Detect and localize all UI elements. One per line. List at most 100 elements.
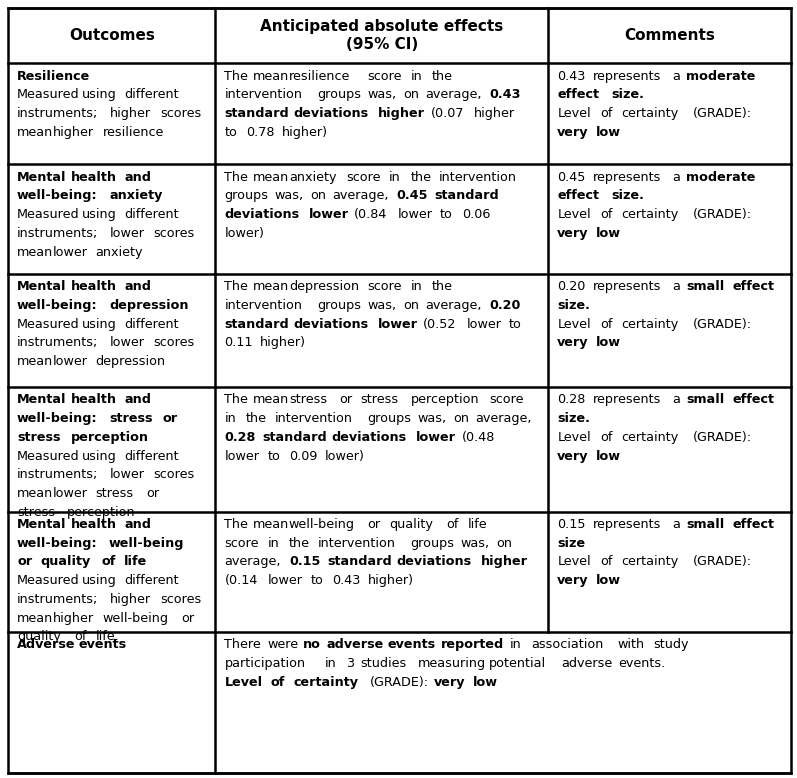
Text: size.: size. [557,412,590,425]
Text: effect: effect [557,89,599,101]
Text: lower: lower [110,468,145,482]
Text: stress: stress [289,394,327,406]
Text: using: using [81,89,116,101]
Text: Measured: Measured [17,89,80,101]
Text: The: The [225,170,249,184]
Text: lower: lower [53,487,88,500]
Text: 0.43: 0.43 [489,89,520,101]
Text: of: of [600,555,613,569]
Text: lower): lower) [225,227,265,240]
Text: lower: lower [110,227,145,240]
Text: was,: was, [461,537,489,550]
Text: on: on [403,299,419,312]
Text: intervention: intervention [439,170,517,184]
Text: 0.11: 0.11 [225,336,253,349]
Text: effect: effect [732,280,774,293]
Text: life.: life. [96,630,120,643]
Text: health: health [71,280,116,293]
Text: mean: mean [17,126,53,139]
Text: to: to [310,574,324,587]
Text: moderate: moderate [686,170,756,184]
Text: The: The [225,280,249,293]
Text: small: small [686,394,724,406]
Text: lower: lower [416,431,456,443]
Text: of: of [74,630,87,643]
Text: in: in [389,170,401,184]
Text: or: or [339,394,352,406]
Text: represents: represents [593,280,662,293]
Text: different: different [124,450,179,463]
Text: (GRADE):: (GRADE): [693,555,752,569]
Text: perception: perception [410,394,479,406]
Text: on: on [497,537,512,550]
Text: (GRADE):: (GRADE): [693,431,752,443]
Text: of: of [101,555,116,569]
Text: in: in [268,537,279,550]
Text: (0.14: (0.14 [225,574,258,587]
Text: average,: average, [332,189,388,202]
Text: measuring: measuring [418,657,486,670]
Text: instruments;: instruments; [17,593,98,606]
Text: (0.84: (0.84 [355,209,387,221]
Text: and: and [124,518,151,531]
Text: very: very [557,126,589,139]
Text: to: to [268,450,281,463]
Text: mean: mean [17,355,53,368]
Text: adverse: adverse [326,638,383,651]
Text: lower: lower [53,246,88,259]
Text: participation: participation [225,657,305,670]
Text: mean: mean [17,487,53,500]
Text: size: size [557,537,585,550]
Text: low: low [595,336,621,349]
Text: (GRADE):: (GRADE): [693,209,752,221]
Text: quality: quality [40,555,90,569]
Text: 0.15: 0.15 [557,518,586,531]
Text: to: to [509,317,522,331]
Text: events: events [78,638,127,651]
Text: lower: lower [225,450,260,463]
Text: Comments: Comments [624,28,715,43]
Text: life: life [124,555,147,569]
Text: and: and [124,170,151,184]
Text: the: the [432,280,453,293]
Text: low: low [595,450,621,463]
Text: was,: was, [367,299,397,312]
Text: mean: mean [253,518,289,531]
Text: to: to [440,209,453,221]
Text: resilience: resilience [289,70,350,82]
Text: adverse: adverse [561,657,612,670]
Text: mean: mean [253,394,289,406]
Text: certainty: certainty [293,675,359,689]
Text: resilience: resilience [103,126,164,139]
Text: effect: effect [557,189,599,202]
Text: (0.07: (0.07 [431,107,465,121]
Text: the: the [246,412,267,425]
Text: using: using [81,574,116,587]
Text: size.: size. [557,299,590,312]
Text: Level: Level [557,107,591,121]
Text: with: with [617,638,644,651]
Text: or: or [146,487,159,500]
Text: studies: studies [360,657,406,670]
Text: (0.52: (0.52 [423,317,457,331]
Text: Level: Level [225,675,263,689]
Text: (GRADE):: (GRADE): [693,317,752,331]
Text: score: score [367,70,402,82]
Text: size.: size. [611,89,644,101]
Text: was,: was, [418,412,447,425]
Text: Level: Level [557,317,591,331]
Text: moderate: moderate [686,70,756,82]
Text: lower): lower) [324,450,364,463]
Text: standard: standard [328,555,392,569]
Text: scores: scores [153,227,194,240]
Text: health: health [71,518,116,531]
Text: score: score [225,537,259,550]
Text: in: in [410,280,422,293]
Text: average,: average, [425,299,481,312]
Text: Anticipated absolute effects
(95% CI): Anticipated absolute effects (95% CI) [261,19,504,52]
Text: represents: represents [593,170,662,184]
Text: Mental: Mental [17,170,66,184]
Text: well-being: well-being [109,537,184,550]
Text: low: low [595,574,621,587]
Text: to: to [225,126,238,139]
